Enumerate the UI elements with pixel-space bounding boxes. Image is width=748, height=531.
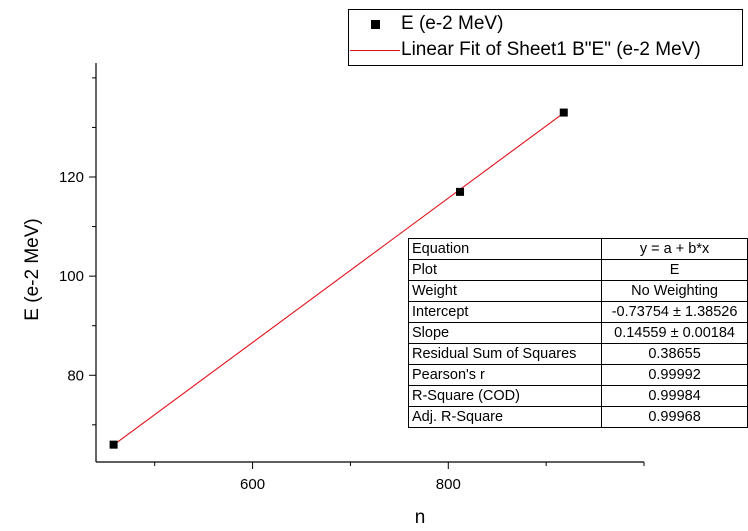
- fit-table-row: Equation y = a + b*x: [407, 238, 748, 260]
- fit-table-row: Adj. R-Square 0.99968: [407, 406, 748, 428]
- fit-table-key: Adj. R-Square: [407, 406, 603, 428]
- fit-table-value: No Weighting: [601, 280, 748, 302]
- y-axis-label: E (e-2 MeV): [22, 218, 43, 320]
- fit-results-table: Equation y = a + b*x Plot E Weight No Weighti…: [407, 238, 748, 428]
- y-tick-label: 120: [59, 169, 84, 186]
- data-point: [109, 440, 118, 449]
- legend-label-data: E (e-2 MeV): [401, 13, 504, 34]
- fit-table-row: Plot E: [407, 259, 748, 281]
- legend: E (e-2 MeV) Linear Fit of Sheet1 B"E" (e…: [348, 9, 743, 66]
- square-marker-icon: [349, 11, 401, 37]
- fit-table-value: -0.73754 ± 1.38526: [601, 301, 748, 323]
- fit-table-key: Residual Sum of Squares: [407, 343, 603, 365]
- y-tick-label: 100: [59, 268, 84, 285]
- tick-labels: 600 800 80 100 120: [59, 169, 461, 493]
- fit-table-value: y = a + b*x: [601, 238, 748, 260]
- legend-entry-fit: Linear Fit of Sheet1 B"E" (e-2 MeV): [349, 37, 701, 63]
- fit-table-row: Weight No Weighting: [407, 280, 748, 302]
- fit-table-key: Intercept: [407, 301, 603, 323]
- linear-fit-line: [113, 112, 565, 446]
- fit-table-key: R-Square (COD): [407, 385, 603, 407]
- fit-table-key: Pearson's r: [407, 364, 603, 386]
- chart-series: [109, 108, 568, 449]
- axis-ticks: [89, 77, 645, 469]
- fit-table-key: Equation: [407, 238, 603, 260]
- y-tick-label: 80: [67, 367, 84, 384]
- fit-table-key: Plot: [407, 259, 603, 281]
- fit-table-row: Residual Sum of Squares 0.38655: [407, 343, 748, 365]
- data-point: [559, 108, 568, 117]
- fit-table-value: 0.99968: [601, 406, 748, 428]
- fit-table-value: 0.14559 ± 0.00184: [601, 322, 748, 344]
- fit-table-row: Pearson's r 0.99992: [407, 364, 748, 386]
- x-tick-label: 800: [436, 476, 461, 493]
- legend-label-fit: Linear Fit of Sheet1 B"E" (e-2 MeV): [401, 39, 701, 60]
- fit-table-row: Intercept -0.73754 ± 1.38526: [407, 301, 748, 323]
- fit-table-key: Slope: [407, 322, 603, 344]
- x-axis-label: n: [415, 507, 426, 528]
- legend-entry-data: E (e-2 MeV): [349, 11, 503, 37]
- fit-table-row: Slope 0.14559 ± 0.00184: [407, 322, 748, 344]
- fit-table-value: E: [601, 259, 748, 281]
- fit-table-value: 0.99984: [601, 385, 748, 407]
- data-point: [456, 187, 465, 196]
- x-tick-label: 600: [240, 476, 265, 493]
- fit-table-value: 0.99992: [601, 364, 748, 386]
- line-marker-icon: [349, 37, 401, 63]
- fit-table-value: 0.38655: [601, 343, 748, 365]
- fit-table-key: Weight: [407, 280, 603, 302]
- axes: [95, 63, 644, 463]
- fit-table-row: R-Square (COD) 0.99984: [407, 385, 748, 407]
